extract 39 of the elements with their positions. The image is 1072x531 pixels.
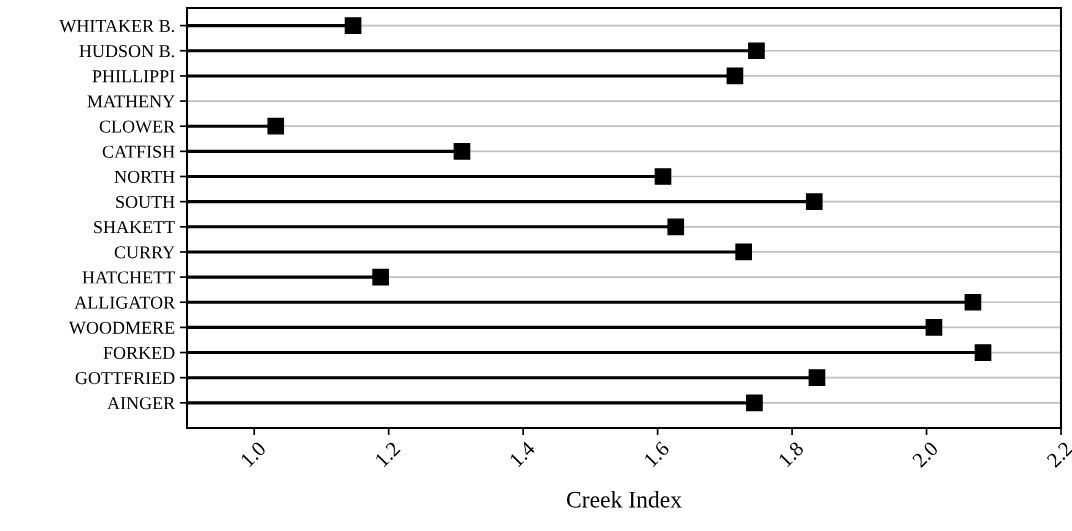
y-tick-label: HUDSON B. — [79, 45, 174, 58]
y-tick-label: WHITAKER B. — [59, 19, 174, 33]
point — [735, 243, 753, 261]
x-tick-label: 1.6 — [643, 440, 671, 468]
y-tick-label: SOUTH — [116, 195, 175, 209]
x-tick-label: 1.8 — [777, 440, 805, 468]
x-tick-label: 1.2 — [374, 441, 401, 468]
y-tick-label: CURRY — [114, 246, 175, 259]
y-tick-label: HATCHETT — [82, 271, 175, 284]
point — [808, 369, 826, 387]
x-tick-label: 1.4 — [509, 440, 536, 468]
y-tick-label: NORTH — [114, 170, 175, 183]
y-tick-label: MATHENY — [87, 95, 175, 108]
point — [964, 293, 982, 311]
y-tick-label: PHILLIPPI — [92, 70, 175, 83]
y-tick-label: AINGER — [107, 397, 176, 410]
x-axis-title: Creek Index — [566, 491, 682, 508]
point — [746, 394, 763, 412]
x-tick-label: 2.2 — [1046, 441, 1072, 468]
x-tick-label: 2.0 — [911, 440, 939, 468]
y-tick-label: GOTTFRIED — [75, 372, 175, 385]
y-tick-label: SHAKETT — [94, 221, 175, 234]
y-tick-label: CATFISH — [102, 145, 175, 158]
y-tick-label: ALLIGATOR — [74, 296, 176, 309]
x-tick-label: 1.0 — [240, 440, 267, 468]
point — [372, 268, 389, 286]
point — [974, 344, 992, 361]
point — [748, 42, 765, 60]
point — [453, 143, 471, 160]
point — [805, 193, 823, 210]
point — [344, 17, 362, 34]
point — [267, 117, 285, 135]
point — [925, 319, 943, 336]
y-tick-label: WOODMERE — [68, 321, 175, 334]
point — [667, 218, 685, 236]
point — [654, 168, 672, 185]
y-tick-label: CLOWER — [99, 120, 176, 133]
y-tick-label: FORKED — [103, 346, 175, 359]
point — [726, 67, 744, 85]
